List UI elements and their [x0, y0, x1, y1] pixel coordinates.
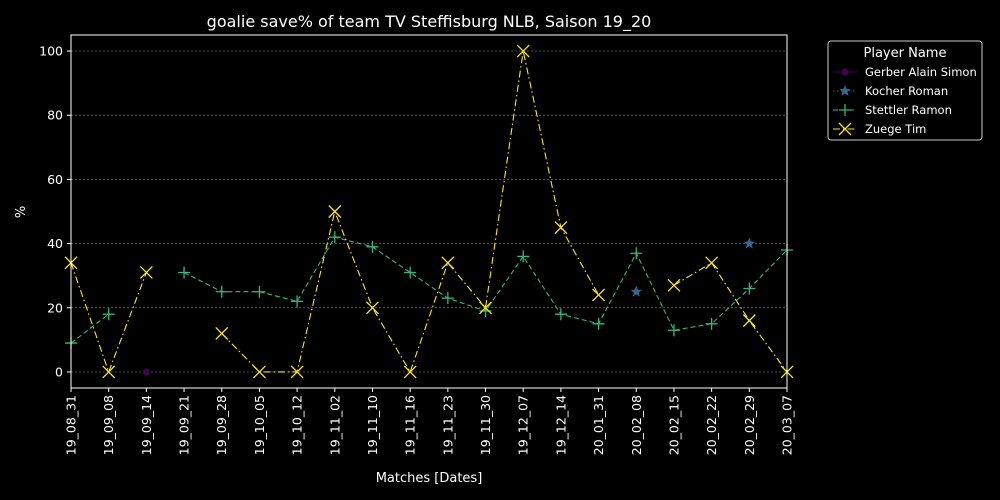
- legend-label: Zuege Tim: [865, 122, 926, 136]
- y-tick-label: 100: [39, 44, 63, 59]
- legend-items: Gerber Alain Simon Kocher Roman Stettler R…: [833, 65, 977, 136]
- data-point: [178, 266, 191, 279]
- x-tick-label: 20_02_29: [742, 395, 757, 455]
- series-gerber-alain-simon: [142, 368, 150, 376]
- x-axis-label: Matches [Dates]: [376, 471, 483, 486]
- data-point: [252, 365, 266, 379]
- x-tick-label: 19_11_30: [478, 395, 493, 455]
- x-tick-label: 20_03_07: [780, 395, 795, 455]
- plot-frame: [70, 34, 788, 389]
- y-ticks: 0 20 40 60 80 100: [39, 44, 71, 379]
- legend-marker: [838, 122, 852, 136]
- grid: [71, 50, 787, 373]
- data-point: [142, 368, 150, 376]
- data-point: [630, 247, 643, 260]
- legend-label: Kocher Roman: [865, 84, 948, 98]
- data-point: [328, 231, 341, 244]
- x-tick-label: 19_11_16: [403, 395, 418, 455]
- y-tick-label: 80: [47, 108, 63, 123]
- chart-title: goalie save% of team TV Steffisburg NLB,…: [207, 12, 652, 32]
- y-tick-label: 40: [47, 236, 63, 251]
- x-tick-label: 20_02_15: [666, 395, 681, 455]
- data-point: [516, 44, 530, 58]
- data-point: [139, 266, 153, 279]
- data-point: [592, 317, 605, 330]
- data-point: [215, 326, 229, 340]
- data-point: [479, 301, 492, 315]
- y-axis-label: %: [14, 206, 29, 218]
- data-point: [366, 301, 379, 315]
- x-tick-label: 20_01_31: [591, 395, 606, 455]
- x-tick-label: 19_09_28: [214, 395, 229, 455]
- series-layer: [64, 44, 794, 379]
- legend-marker: [839, 85, 851, 96]
- x-tick-label: 19_12_07: [516, 395, 531, 455]
- data-point: [403, 365, 417, 379]
- data-point: [441, 292, 454, 305]
- x-tick-label: 19_09_14: [139, 395, 154, 455]
- series-line: [673, 262, 788, 373]
- x-tick-label: 19_12_14: [553, 395, 568, 455]
- legend-title: Player Name: [864, 46, 947, 61]
- series-stettler-ramon: [65, 231, 793, 350]
- data-point: [328, 205, 342, 218]
- x-tick-label: 20_02_22: [704, 395, 719, 455]
- legend-label: Stettler Ramon: [865, 103, 952, 117]
- x-tick-label: 19_11_23: [440, 395, 455, 455]
- legend-marker: [839, 104, 851, 116]
- x-tick-label: 19_11_10: [365, 395, 380, 455]
- data-point: [215, 285, 228, 298]
- x-tick-label: 19_11_02: [327, 395, 342, 455]
- data-point: [102, 365, 116, 379]
- data-point: [366, 240, 379, 253]
- data-point: [667, 324, 680, 337]
- data-point: [743, 282, 756, 295]
- legend: Player Name Gerber Alain Simon Kocher Rom…: [827, 40, 983, 141]
- legend-label: Gerber Alain Simon: [865, 65, 977, 79]
- x-ticks: 19_08_31 19_09_08 19_09_14 19_09_21 19_09_28…: [64, 388, 795, 455]
- x-tick-label: 19_09_08: [101, 395, 116, 455]
- data-point: [592, 288, 606, 302]
- legend-box: [827, 40, 983, 141]
- data-point: [404, 266, 417, 279]
- x-tick-label: 20_02_08: [629, 395, 644, 455]
- x-tick-label: 19_09_21: [177, 395, 192, 455]
- series-zuege-tim: [64, 44, 794, 379]
- data-point: [290, 365, 304, 379]
- series-kocher-roman: [630, 237, 756, 297]
- data-point: [705, 256, 719, 270]
- data-point: [441, 256, 455, 270]
- data-point: [667, 278, 681, 292]
- x-tick-label: 19_08_31: [64, 395, 79, 455]
- data-point: [291, 295, 304, 308]
- data-point: [743, 237, 756, 249]
- data-point: [554, 308, 567, 321]
- data-point: [554, 221, 568, 235]
- series-line: [221, 50, 600, 374]
- x-tick-label: 19_10_05: [252, 395, 267, 455]
- data-point: [705, 317, 718, 330]
- y-tick-label: 60: [47, 172, 63, 187]
- x-tick-label: 19_10_12: [290, 395, 305, 455]
- data-point: [102, 308, 115, 321]
- data-point: [517, 250, 530, 263]
- y-tick-label: 20: [47, 300, 63, 315]
- data-point: [742, 314, 756, 328]
- legend-marker: [841, 68, 849, 76]
- data-point: [630, 285, 642, 297]
- data-point: [253, 285, 266, 298]
- y-tick-label: 0: [55, 364, 63, 379]
